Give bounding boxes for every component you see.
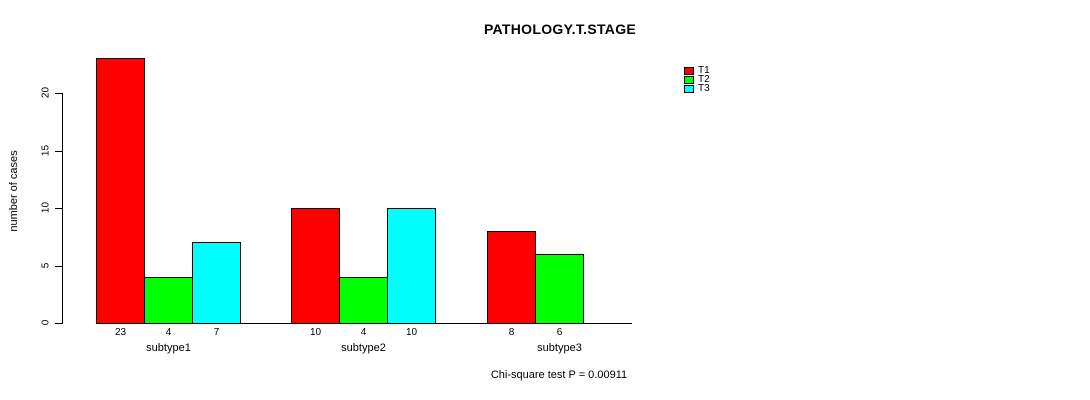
chi-square-annotation: Chi-square test P = 0.00911 [490, 369, 628, 381]
bar-T3-subtype2 [387, 208, 436, 324]
bar-value-label: 10 [309, 327, 322, 338]
y-tick-mark [55, 208, 62, 209]
y-axis-label: number of cases [8, 150, 20, 232]
legend-item-T3: T3 [684, 84, 744, 94]
y-tick-mark [55, 323, 62, 324]
bar-T3-subtype1 [192, 242, 241, 324]
x-category-label: subtype1 [146, 342, 191, 354]
y-axis-line [62, 93, 63, 324]
legend-swatch-T1 [684, 67, 694, 75]
legend-label: T2 [698, 74, 710, 85]
bar-T1-subtype2 [291, 208, 340, 324]
legend-swatch-T2 [684, 76, 694, 84]
legend-label: T3 [698, 83, 710, 94]
bar-value-label: 6 [556, 327, 563, 338]
y-tick-mark [55, 93, 62, 94]
y-tick-label: 20 [40, 86, 52, 99]
y-tick-mark [55, 266, 62, 267]
chart-title: PATHOLOGY.T.STAGE [483, 21, 637, 37]
bar-value-label: 4 [360, 327, 367, 338]
bar-value-label: 23 [114, 327, 127, 338]
x-category-label: subtype2 [341, 342, 386, 354]
bar-T2-subtype3 [535, 254, 584, 324]
y-tick-label: 0 [40, 319, 52, 326]
legend-label: T1 [698, 65, 710, 76]
bar-T1-subtype1 [96, 58, 145, 324]
bar-value-label: 7 [213, 327, 220, 338]
bar-value-label: 4 [165, 327, 172, 338]
bar-T2-subtype2 [339, 277, 388, 324]
bar-T1-subtype3 [487, 231, 536, 324]
x-category-label: subtype3 [537, 342, 582, 354]
y-tick-label: 10 [40, 201, 52, 214]
legend-item-T1: T1 [684, 66, 744, 76]
legend-item-T2: T2 [684, 75, 744, 85]
y-tick-label: 15 [40, 144, 52, 157]
y-tick-mark [55, 151, 62, 152]
legend-swatch-T3 [684, 85, 694, 93]
bar-T2-subtype1 [144, 277, 193, 324]
bar-value-label: 10 [405, 327, 418, 338]
y-tick-label: 5 [40, 262, 52, 269]
bar-value-label: 8 [508, 327, 515, 338]
